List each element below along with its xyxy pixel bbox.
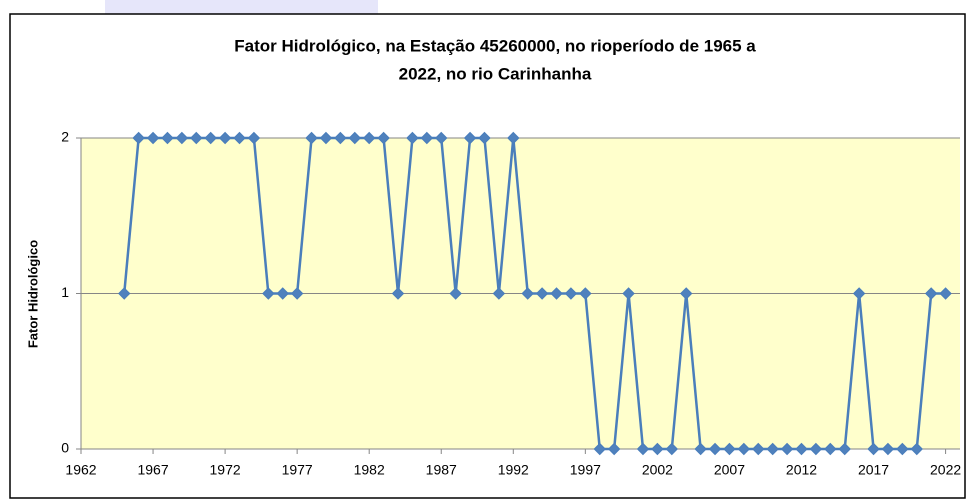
- data-point: [233, 131, 246, 145]
- data-point: [276, 287, 289, 300]
- data-point: [708, 442, 722, 456]
- data-point: [478, 131, 491, 145]
- data-point: [507, 131, 520, 145]
- x-tick-label: 1962: [65, 462, 96, 478]
- x-tick-label: 2017: [858, 462, 889, 478]
- y-axis-label: Fator Hidrológico: [25, 240, 40, 348]
- data-point: [247, 131, 261, 145]
- data-point: [593, 442, 606, 456]
- data-point: [290, 287, 304, 300]
- data-point: [852, 287, 866, 300]
- background-tab: [105, 0, 378, 14]
- data-point: [780, 442, 794, 456]
- data-point: [132, 131, 145, 145]
- data-point: [665, 442, 679, 456]
- data-point: [694, 442, 707, 456]
- data-point: [420, 131, 434, 145]
- x-tick-label: 1992: [498, 462, 529, 478]
- data-point: [377, 131, 390, 145]
- data-point: [204, 131, 217, 145]
- data-point: [809, 442, 823, 456]
- data-point: [737, 442, 751, 456]
- data-point: [881, 442, 895, 456]
- data-point: [391, 287, 405, 300]
- data-point: [550, 287, 563, 300]
- chart-title: 2022, no rio Carinhanha: [399, 64, 592, 83]
- data-point: [924, 287, 938, 300]
- data-point: [190, 131, 203, 145]
- data-point: [319, 131, 333, 145]
- x-tick-label: 2007: [714, 462, 745, 478]
- data-point: [636, 442, 650, 456]
- data-point: [579, 287, 592, 300]
- data-point: [838, 442, 851, 456]
- data-point: [607, 442, 621, 456]
- data-point: [896, 442, 909, 456]
- y-tick-label: 1: [61, 284, 69, 300]
- data-point: [305, 131, 318, 145]
- x-tick-label: 1997: [570, 462, 601, 478]
- data-point: [680, 287, 693, 300]
- x-tick-label: 1982: [354, 462, 385, 478]
- data-point: [752, 442, 765, 456]
- data-point: [118, 287, 131, 300]
- data-point: [334, 131, 347, 145]
- data-point: [362, 131, 376, 145]
- data-point: [492, 287, 506, 300]
- data-line: [122, 136, 946, 451]
- data-point: [910, 442, 923, 456]
- x-tick-label: 2002: [642, 462, 673, 478]
- x-tick-label: 2022: [930, 462, 961, 478]
- data-point: [521, 287, 534, 300]
- data-point: [939, 287, 952, 300]
- x-tick-label: 1987: [426, 462, 457, 478]
- data-point: [435, 131, 448, 145]
- data-point: [723, 442, 736, 456]
- data-point: [463, 131, 477, 145]
- data-point: [348, 131, 361, 145]
- data-point: [651, 442, 664, 456]
- chart-title: Fator Hidrológico, na Estação 45260000, …: [234, 36, 756, 55]
- data-point: [766, 442, 779, 456]
- data-point: [146, 131, 160, 145]
- data-point: [564, 287, 578, 300]
- data-point: [824, 442, 837, 456]
- data-point: [161, 131, 174, 145]
- x-tick-label: 1972: [210, 462, 241, 478]
- data-point: [795, 442, 808, 456]
- y-tick-label: 0: [61, 440, 69, 456]
- data-point: [262, 287, 275, 300]
- data-point: [622, 287, 635, 300]
- x-tick-label: 1967: [137, 462, 168, 478]
- data-point: [175, 131, 189, 145]
- data-point: [867, 442, 880, 456]
- data-point: [449, 287, 462, 300]
- data-point: [218, 131, 232, 145]
- y-tick-label: 2: [61, 129, 69, 145]
- data-point: [406, 131, 419, 145]
- x-tick-label: 2012: [786, 462, 817, 478]
- x-tick-label: 1977: [282, 462, 313, 478]
- data-point: [535, 287, 549, 300]
